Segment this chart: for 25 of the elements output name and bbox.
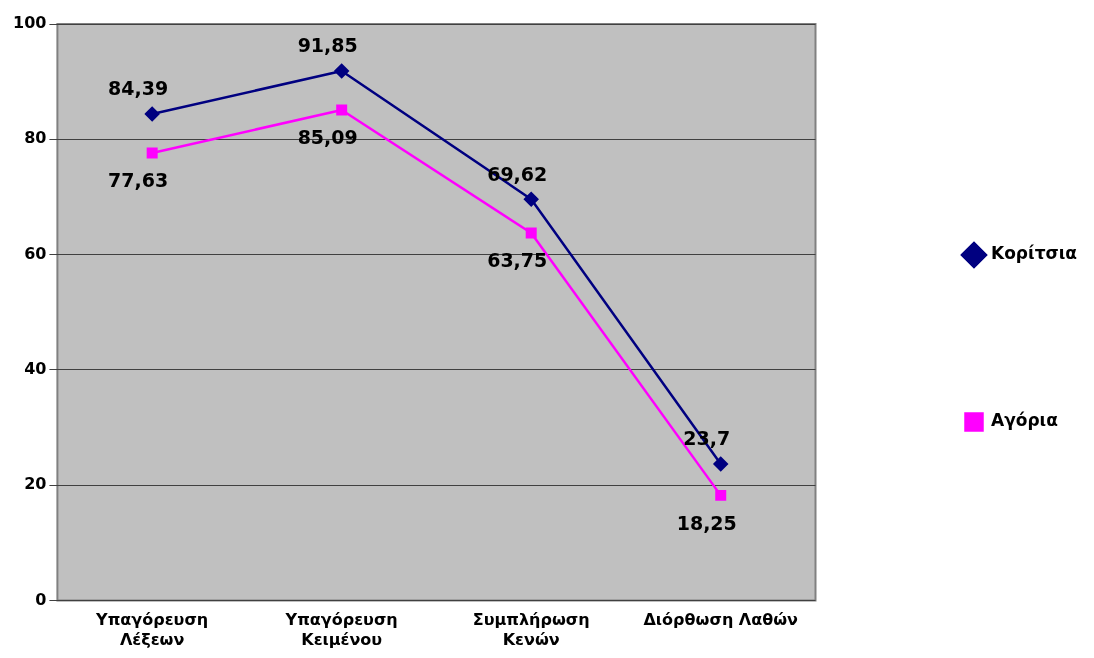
point xyxy=(146,147,158,159)
point xyxy=(715,489,727,501)
point xyxy=(525,227,537,239)
y-tick-label: 20 xyxy=(24,474,47,494)
y-tick-label: 60 xyxy=(24,243,47,263)
y-tick-label: 0 xyxy=(35,589,47,609)
y-tick-label: 100 xyxy=(12,13,47,33)
data-label: 63,75 xyxy=(487,249,548,272)
legend-label: Κορίτσια xyxy=(991,243,1078,264)
legend-label: Αγόρια xyxy=(991,410,1058,431)
point xyxy=(713,456,728,472)
x-tick-label: Διόρθωση Λαθών xyxy=(643,610,799,630)
data-label: 84,39 xyxy=(108,77,169,100)
point xyxy=(334,63,349,79)
x-tick-label: Υπαγόρευση Λέξεων xyxy=(95,610,209,649)
point xyxy=(336,104,348,116)
x-tick-label: Υπαγόρευση Κειμένου xyxy=(284,610,398,649)
point xyxy=(523,191,539,207)
point xyxy=(144,106,160,122)
y-tick-label: 80 xyxy=(24,128,47,148)
data-label: 91,85 xyxy=(297,34,358,57)
data-label: 77,63 xyxy=(108,169,169,192)
data-label: 18,25 xyxy=(676,511,737,534)
y-tick-label: 40 xyxy=(24,359,47,379)
x-tick-label: Συμπλήρωση Κενών xyxy=(472,610,590,649)
